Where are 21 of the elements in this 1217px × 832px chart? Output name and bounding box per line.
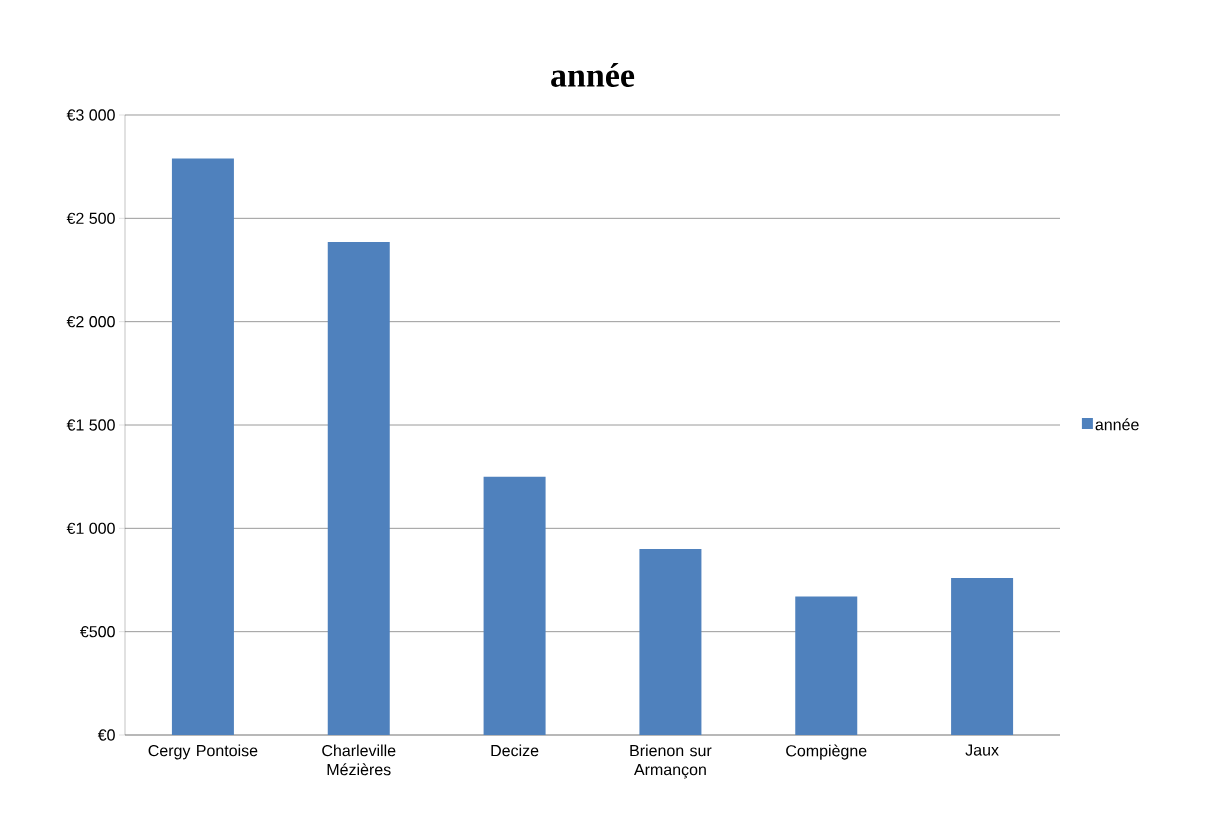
- x-tick-label: Cergy Pontoise: [148, 744, 258, 760]
- bar: [327, 242, 390, 735]
- bar: [795, 596, 858, 735]
- y-tick-label: €2 500: [66, 212, 115, 224]
- x-tick-label: Jaux: [965, 744, 999, 756]
- legend-label: année: [1095, 418, 1139, 431]
- x-tick-label: Charleville Mézières: [322, 744, 396, 776]
- y-tick-label: €500: [80, 626, 115, 638]
- y-tick-label: €1 000: [66, 522, 115, 534]
- x-tick-label: Compiègne: [786, 744, 867, 760]
- chart-title: année: [551, 62, 635, 87]
- bar: [483, 476, 546, 735]
- y-tick-label: €1 500: [66, 419, 115, 431]
- x-tick-label: Brienon sur Armançon: [630, 744, 712, 779]
- bar: [171, 158, 234, 735]
- y-tick-label: €2 000: [66, 316, 115, 328]
- x-tick-label: Decize: [491, 744, 539, 757]
- y-tick-label: €0: [97, 729, 115, 741]
- bar: [639, 549, 702, 735]
- bar: [951, 577, 1014, 735]
- y-tick-label: €3 000: [66, 109, 115, 121]
